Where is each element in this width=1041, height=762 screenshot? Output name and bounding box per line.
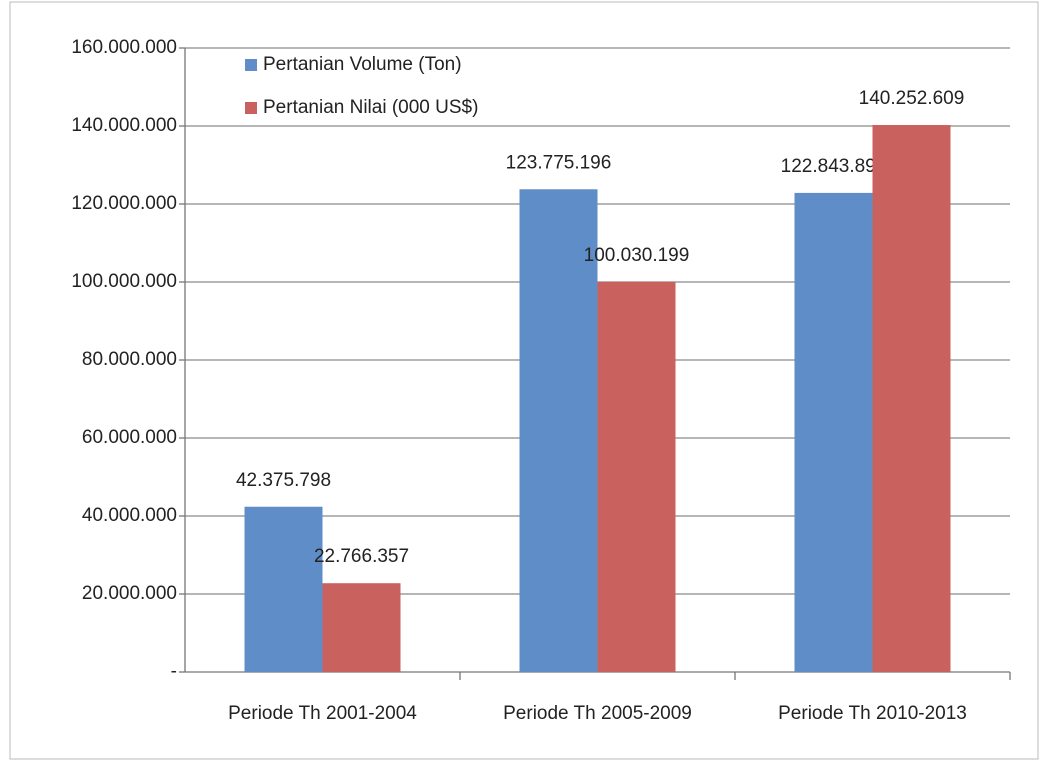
y-tick-label: 140.000.000 [71,115,177,136]
y-tick-label: 20.000.000 [82,583,177,604]
bar [244,506,323,672]
bar [794,192,873,672]
legend-swatch [245,59,257,71]
y-tick-label: 160.000.000 [71,37,177,58]
legend-label: Pertanian Volume (Ton) [263,54,462,75]
bar [597,281,676,672]
value-label: 122.843.898 [781,156,887,177]
value-label: 22.766.357 [314,546,409,567]
y-tick-label: 100.000.000 [71,271,177,292]
bar [519,189,598,672]
x-tick-label: Periode Th 2005-2009 [503,703,692,724]
value-label: 100.030.199 [584,245,690,266]
value-label: 123.775.196 [506,152,612,173]
y-tick-label: 80.000.000 [82,349,177,370]
bar [322,583,401,672]
legend-swatch [245,102,257,114]
y-tick-label: - [171,661,177,682]
legend-label: Pertanian Nilai (000 US$) [263,97,478,118]
y-tick-label: 40.000.000 [82,505,177,526]
y-tick-label: 60.000.000 [82,427,177,448]
value-label: 140.252.609 [859,88,965,109]
y-tick-label: 120.000.000 [71,193,177,214]
x-tick-label: Periode Th 2010-2013 [778,703,967,724]
value-label: 42.375.798 [236,470,331,491]
x-tick-label: Periode Th 2001-2004 [228,703,417,724]
bar [872,125,951,672]
